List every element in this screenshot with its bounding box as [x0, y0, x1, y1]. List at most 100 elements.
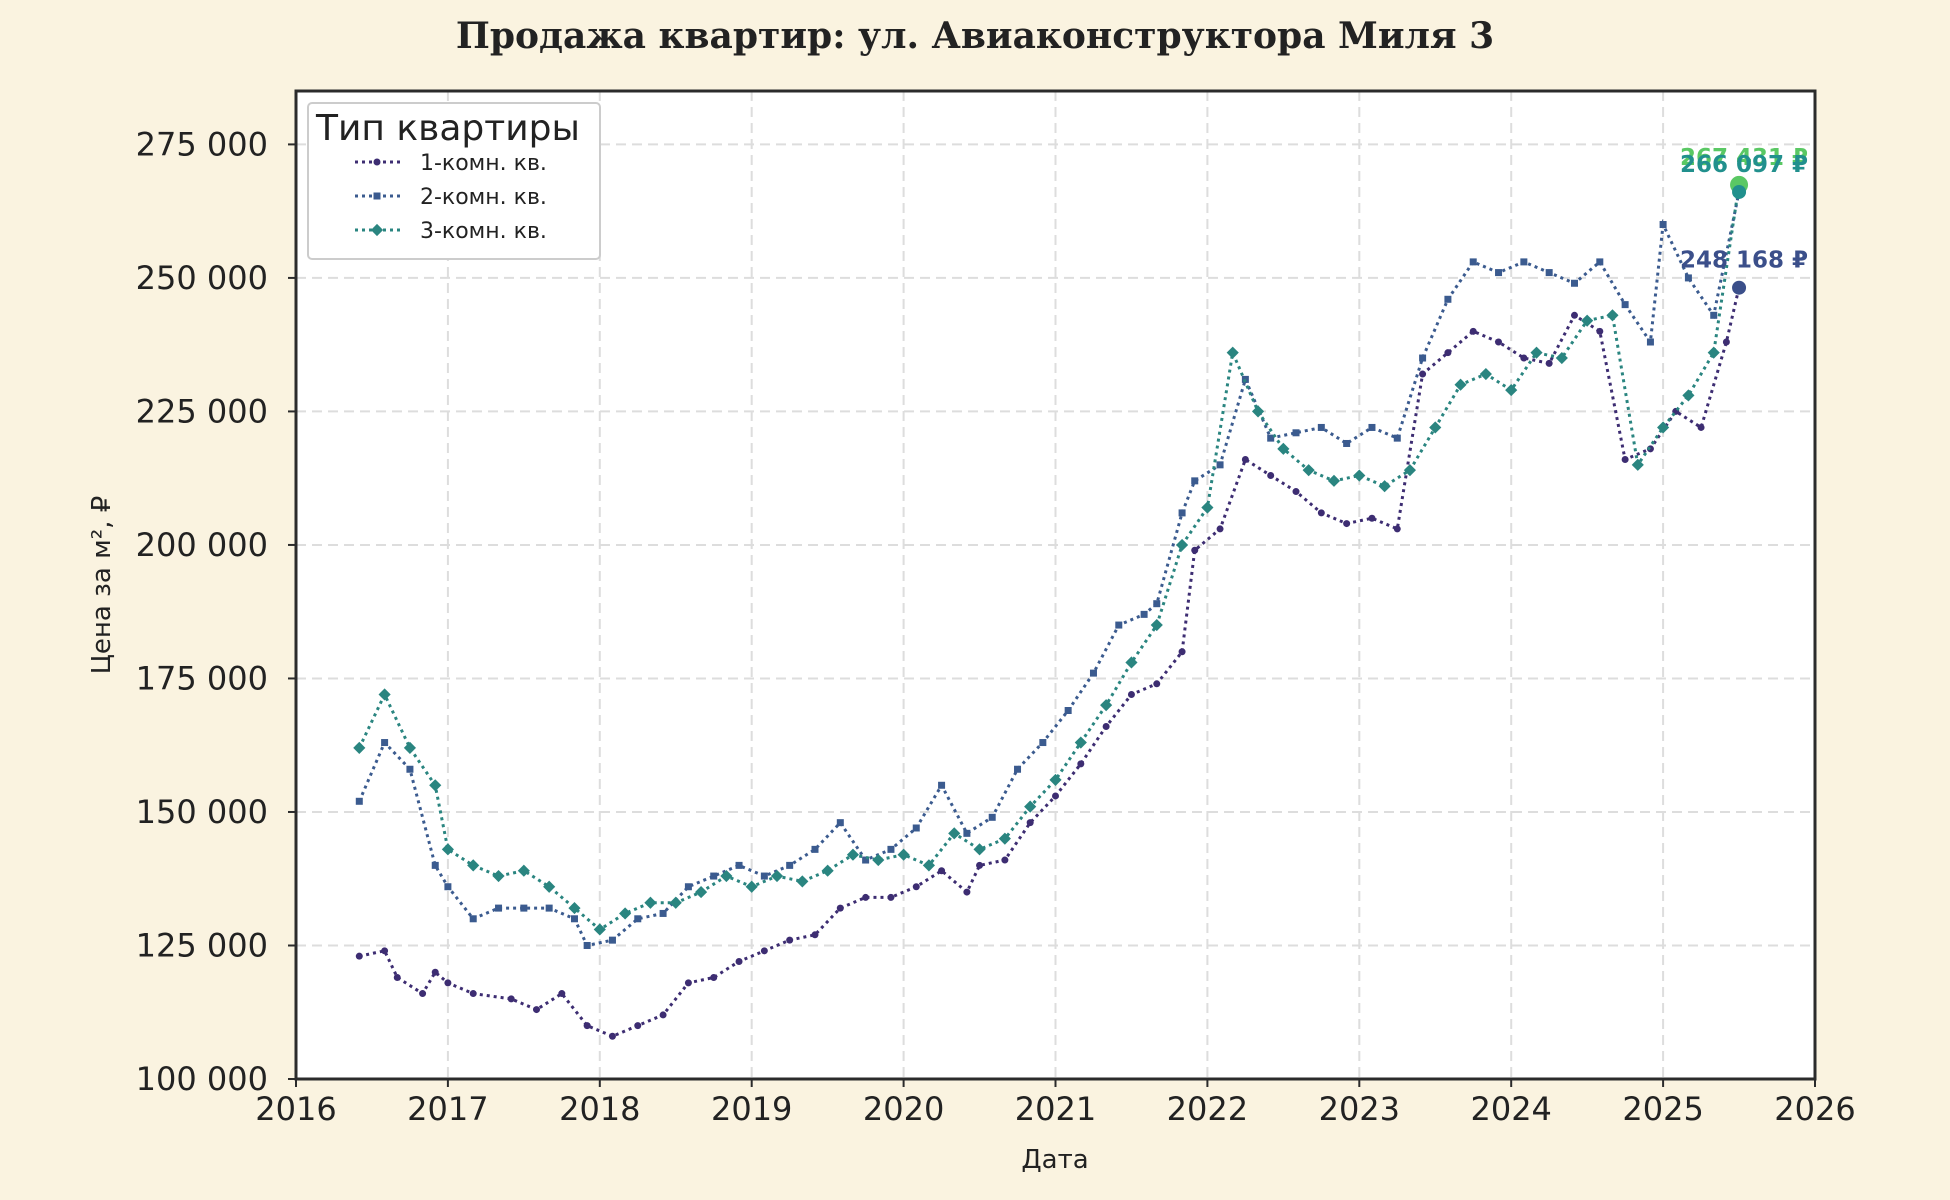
y-tick-label: 200 000 [136, 526, 268, 564]
series-point [1267, 434, 1275, 442]
series-line [357, 191, 1741, 948]
series-point [1241, 455, 1249, 463]
series-point [1074, 736, 1087, 749]
series-point [922, 859, 935, 872]
series-point [1520, 258, 1528, 266]
series-point [836, 819, 844, 827]
series-point [543, 880, 556, 893]
series-point [938, 781, 946, 789]
series-point [1216, 461, 1224, 469]
series-point [1707, 346, 1720, 359]
series-point [469, 915, 477, 923]
legend-marker [373, 158, 381, 166]
end-value-labels: 267 431 ₽266 097 ₽ 248 168 ₽ [1680, 145, 1808, 295]
chart-title: Продажа квартир: ул. Авиаконструктора Ми… [456, 15, 1494, 57]
y-axis-ticks: 100 000 125 000 150 000 175 000 200 000 225 0… [136, 125, 296, 1098]
series-point [1479, 367, 1492, 381]
legend-label: 1-комн. кв. [420, 151, 547, 176]
series-point [912, 824, 920, 832]
series-point [1469, 258, 1477, 266]
series-point [1100, 699, 1113, 712]
series-point [1178, 648, 1186, 656]
series-point [684, 979, 692, 987]
series-point [1495, 338, 1503, 346]
series-point [973, 843, 986, 856]
series-point [1125, 656, 1138, 669]
series-point [1403, 464, 1417, 477]
series-point [1024, 800, 1037, 813]
series-point [583, 1022, 591, 1030]
series-point [912, 883, 920, 891]
series-point [355, 952, 363, 960]
series-point [1710, 311, 1718, 319]
series-point [897, 848, 910, 861]
y-tick-label: 175 000 [136, 659, 268, 697]
series-point [1469, 327, 1477, 335]
y-tick-label: 125 000 [136, 926, 268, 964]
series-point [1697, 423, 1705, 431]
legend-label: 3-комн. кв. [420, 219, 547, 244]
series-point [1153, 600, 1161, 608]
series-point [1178, 509, 1186, 517]
series-point [1052, 792, 1059, 800]
series-point [836, 904, 844, 912]
x-tick-label: 2026 [1774, 1090, 1855, 1128]
series-point [1292, 429, 1300, 437]
series-point [1530, 346, 1543, 359]
series-point [1317, 423, 1325, 431]
series-point [1077, 760, 1085, 768]
series-point [659, 909, 667, 917]
series-point [558, 990, 566, 998]
legend-marker [373, 192, 381, 200]
series-point [811, 845, 819, 853]
series-point [1444, 349, 1452, 357]
x-tick-label: 2024 [1470, 1090, 1551, 1128]
legend-entry: 1-комн. кв. [355, 151, 547, 176]
x-axis-ticks: 2016 2017 2018 2019 2020 2021 2022 2023 2024 2025… [255, 1079, 1856, 1128]
series-point [735, 861, 743, 869]
series-lines [353, 178, 1746, 1040]
series-point [1545, 269, 1553, 277]
series-point [1089, 669, 1097, 677]
series-point [634, 1022, 642, 1030]
series-point [1127, 690, 1135, 698]
series-point [1001, 856, 1009, 864]
series-point [1444, 295, 1452, 303]
series-point [1216, 525, 1224, 533]
series-point [444, 883, 452, 891]
series-point [1429, 421, 1442, 434]
series-point [1327, 474, 1341, 487]
series-point [1684, 274, 1692, 282]
series-point [355, 797, 363, 805]
series-point [684, 883, 692, 891]
series-point [1191, 477, 1199, 485]
series-point [1153, 680, 1161, 688]
series-point [644, 896, 657, 909]
series-point [507, 995, 515, 1003]
series-point [1722, 338, 1730, 346]
series-point [760, 872, 768, 880]
series-point [520, 904, 528, 912]
series-point [998, 832, 1011, 845]
series-point [1226, 346, 1239, 359]
series-point [976, 861, 984, 869]
series-point [419, 990, 427, 998]
x-tick-label: 2023 [1319, 1090, 1400, 1128]
series-point [634, 915, 642, 923]
series-point [1277, 442, 1290, 455]
series-point [1659, 221, 1667, 229]
series-point [963, 888, 971, 896]
series-point [429, 779, 442, 792]
end-value-label: 267 431 ₽ [1680, 145, 1808, 171]
series-line [357, 184, 1741, 932]
series-point [735, 958, 743, 966]
y-tick-label: 100 000 [136, 1060, 268, 1098]
series-1 [355, 284, 1743, 1040]
series-point [796, 875, 809, 888]
x-tick-label: 2020 [863, 1090, 944, 1128]
legend-marker [370, 223, 384, 237]
series-point [381, 947, 389, 955]
series-point [1378, 480, 1391, 493]
series-point [1555, 351, 1568, 365]
